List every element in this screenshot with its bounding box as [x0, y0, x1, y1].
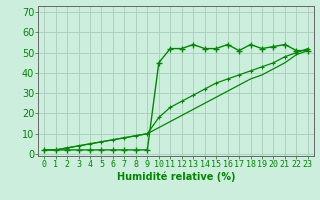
X-axis label: Humidité relative (%): Humidité relative (%) [117, 172, 235, 182]
